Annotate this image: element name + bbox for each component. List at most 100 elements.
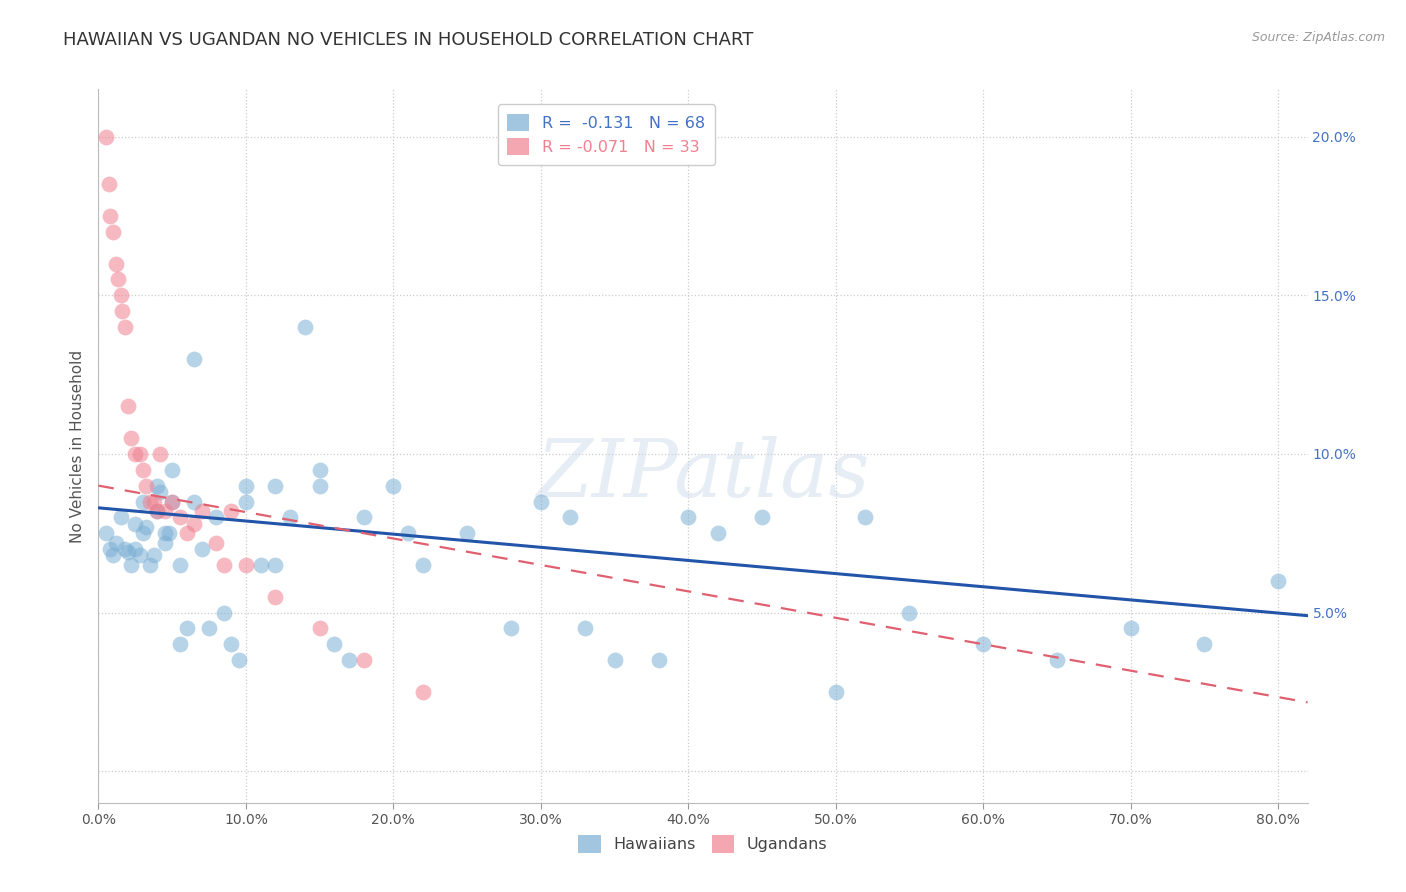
Point <box>603 653 626 667</box>
Point <box>574 621 596 635</box>
Point <box>98 542 121 557</box>
Point <box>853 510 876 524</box>
Point <box>212 558 235 572</box>
Point <box>235 558 257 572</box>
Point <box>124 542 146 557</box>
Point <box>1194 637 1216 651</box>
Point <box>153 504 176 518</box>
Point <box>249 558 271 572</box>
Point <box>107 272 129 286</box>
Point <box>149 447 172 461</box>
Legend: Hawaiians, Ugandans: Hawaiians, Ugandans <box>572 829 834 859</box>
Point <box>205 510 228 524</box>
Point <box>648 653 671 667</box>
Text: ZIPatlas: ZIPatlas <box>536 436 870 513</box>
Point <box>264 558 287 572</box>
Point <box>101 225 124 239</box>
Point <box>120 558 142 572</box>
Point <box>131 494 153 508</box>
Point <box>501 621 523 635</box>
Point <box>264 590 287 604</box>
Point <box>751 510 773 524</box>
Point <box>101 549 124 563</box>
Point <box>205 535 228 549</box>
Point <box>157 526 180 541</box>
Point <box>128 447 150 461</box>
Point <box>412 685 434 699</box>
Point <box>212 606 235 620</box>
Point <box>117 400 139 414</box>
Point <box>135 478 157 492</box>
Point <box>98 209 121 223</box>
Point <box>1119 621 1142 635</box>
Point <box>1046 653 1069 667</box>
Point <box>1267 574 1289 588</box>
Point <box>146 504 169 518</box>
Point <box>128 549 150 563</box>
Text: HAWAIIAN VS UGANDAN NO VEHICLES IN HOUSEHOLD CORRELATION CHART: HAWAIIAN VS UGANDAN NO VEHICLES IN HOUSE… <box>63 31 754 49</box>
Point <box>146 504 169 518</box>
Point <box>235 494 257 508</box>
Point <box>972 637 994 651</box>
Point <box>135 520 157 534</box>
Point <box>160 494 183 508</box>
Point <box>131 463 153 477</box>
Point <box>412 558 434 572</box>
Point <box>153 535 176 549</box>
Point <box>117 545 139 559</box>
Point <box>131 526 153 541</box>
Point <box>382 478 405 492</box>
Point <box>139 494 162 508</box>
Point <box>228 653 250 667</box>
Y-axis label: No Vehicles in Household: No Vehicles in Household <box>69 350 84 542</box>
Point <box>143 494 166 508</box>
Point <box>114 320 136 334</box>
Point <box>235 478 257 492</box>
Point <box>94 129 117 144</box>
Point <box>824 685 846 699</box>
Point <box>124 447 146 461</box>
Point <box>294 320 316 334</box>
Point <box>110 288 132 302</box>
Point <box>898 606 921 620</box>
Point <box>94 526 117 541</box>
Point <box>183 516 205 531</box>
Point <box>198 621 221 635</box>
Point <box>124 516 146 531</box>
Point <box>97 178 120 192</box>
Point <box>169 637 191 651</box>
Point <box>143 549 166 563</box>
Point <box>190 504 212 518</box>
Text: Source: ZipAtlas.com: Source: ZipAtlas.com <box>1251 31 1385 45</box>
Point <box>160 463 183 477</box>
Point <box>560 510 582 524</box>
Point <box>111 304 134 318</box>
Point <box>105 257 128 271</box>
Point <box>105 535 128 549</box>
Point <box>110 510 132 524</box>
Point <box>149 485 172 500</box>
Point <box>264 478 287 492</box>
Point <box>153 526 176 541</box>
Point <box>308 621 330 635</box>
Point <box>176 621 198 635</box>
Point <box>169 558 191 572</box>
Point <box>183 351 205 366</box>
Point <box>114 542 136 557</box>
Point <box>353 653 375 667</box>
Point <box>678 510 700 524</box>
Point <box>308 463 330 477</box>
Point <box>353 510 375 524</box>
Point <box>530 494 553 508</box>
Point <box>139 558 162 572</box>
Point <box>456 526 478 541</box>
Point <box>120 431 142 445</box>
Point <box>278 510 301 524</box>
Point <box>169 510 191 524</box>
Point <box>183 494 205 508</box>
Point <box>190 542 212 557</box>
Point <box>706 526 728 541</box>
Point <box>219 637 242 651</box>
Point <box>396 526 419 541</box>
Point <box>176 526 198 541</box>
